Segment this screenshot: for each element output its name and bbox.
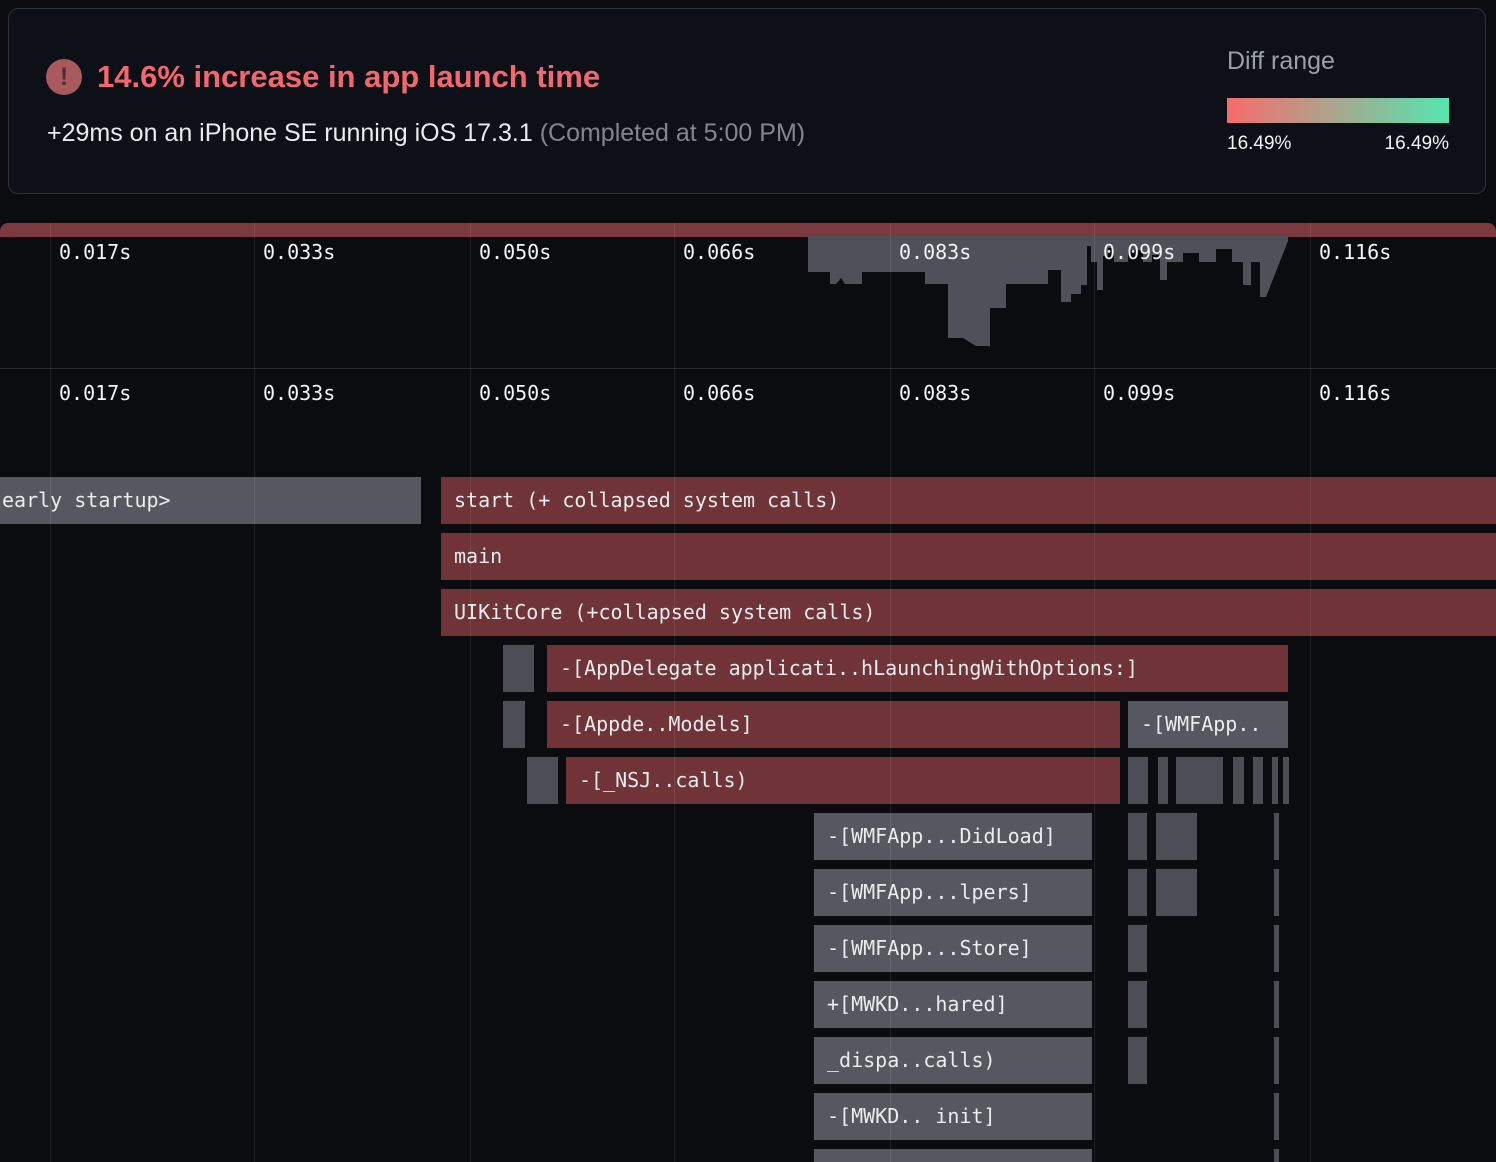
time-tick-label: 0.050s — [479, 240, 552, 264]
gridline — [674, 223, 675, 1162]
diff-range-min: 16.49% — [1227, 133, 1292, 154]
gridline — [1094, 223, 1095, 1162]
completed-timestamp: (Completed at 5:00 PM) — [539, 119, 806, 147]
flame-frame-block[interactable] — [1158, 757, 1168, 804]
time-tick-label: 0.066s — [683, 381, 756, 405]
diff-range-gradient — [1227, 98, 1449, 123]
flame-frame-block[interactable] — [1128, 1037, 1147, 1084]
time-tick-label: 0.033s — [263, 381, 336, 405]
flame-frame-block[interactable] — [1156, 813, 1197, 860]
flame-frame[interactable]: -[WMFApp.. — [1128, 701, 1288, 748]
flame-frame-block[interactable] — [1128, 813, 1147, 860]
flame-frame-block[interactable] — [1272, 757, 1278, 804]
time-tick-label: 0.083s — [899, 240, 972, 264]
subtitle-text: +29ms on an iPhone SE running iOS 17.3.1 — [47, 119, 540, 147]
time-tick-label: 0.050s — [479, 381, 552, 405]
diff-range-label: Diff range — [1227, 47, 1335, 75]
flame-frame[interactable]: -[WMFApp...Store] — [814, 925, 1092, 972]
minimap-divider — [0, 368, 1496, 369]
gridline — [254, 223, 255, 1162]
flame-frame[interactable]: -[WMFApp...DidLoad] — [814, 813, 1092, 860]
flame-frame[interactable]: -[AppDelegate applicati..hLaunchingWithO… — [547, 645, 1288, 692]
flame-frame[interactable]: UIKitCore (+collapsed system calls) — [441, 589, 1496, 636]
flame-frame-block[interactable] — [1274, 981, 1279, 1028]
time-tick-label: 0.116s — [1319, 381, 1392, 405]
flame-frame-block[interactable] — [503, 701, 525, 748]
flame-frame-block[interactable] — [1274, 925, 1279, 972]
summary-card: ! 14.6% increase in app launch time +29m… — [8, 8, 1486, 194]
flame-frame[interactable]: +[MWKD...hared] — [814, 981, 1092, 1028]
flame-frame-block[interactable] — [503, 645, 534, 692]
page-subtitle: +29ms on an iPhone SE running iOS 17.3.1… — [47, 119, 805, 148]
flame-frame[interactable]: -[_NSJ..calls) — [566, 757, 1120, 804]
flame-frame-block[interactable] — [1283, 757, 1289, 804]
flame-frame-block[interactable] — [1233, 757, 1244, 804]
flame-frame-block[interactable] — [1274, 869, 1279, 916]
flame-frame-block[interactable] — [1274, 1037, 1279, 1084]
flame-frame[interactable]: start (+ collapsed system calls) — [441, 477, 1496, 524]
flame-frame-block[interactable] — [1253, 757, 1263, 804]
flame-frame-block[interactable] — [1176, 757, 1223, 804]
flame-frame[interactable]: _dispa..calls) — [814, 1037, 1092, 1084]
flame-frame-block[interactable] — [1274, 813, 1279, 860]
flame-frame-block[interactable] — [527, 757, 558, 804]
gridline — [50, 223, 51, 1162]
time-tick-label: 0.066s — [683, 240, 756, 264]
flame-frame-block[interactable] — [1128, 925, 1147, 972]
time-tick-label: 0.017s — [59, 381, 132, 405]
flame-frame[interactable]: -[MWKD.. init] — [814, 1093, 1092, 1140]
time-tick-label: 0.017s — [59, 240, 132, 264]
flame-frame-block[interactable] — [1156, 869, 1197, 916]
flame-frame-block[interactable] — [814, 1149, 1092, 1162]
flame-frame[interactable]: -[WMFApp...lpers] — [814, 869, 1092, 916]
time-tick-label: 0.083s — [899, 381, 972, 405]
time-tick-label: 0.116s — [1319, 240, 1392, 264]
diff-range-legend: Diff range 16.49% 16.49% — [1227, 47, 1449, 155]
flame-frame[interactable]: early startup> — [0, 477, 421, 524]
alert-icon: ! — [46, 59, 82, 95]
flame-frame-block[interactable] — [1128, 981, 1147, 1028]
flame-frame-block[interactable] — [1274, 1149, 1279, 1162]
page-title: 14.6% increase in app launch time — [97, 59, 601, 94]
diff-range-max: 16.49% — [1384, 133, 1449, 154]
flame-frame[interactable]: -[Appde..Models] — [547, 701, 1120, 748]
flame-frame-block[interactable] — [1128, 757, 1148, 804]
flame-frame-block[interactable] — [1274, 1093, 1279, 1140]
flame-frame[interactable]: main — [441, 533, 1496, 580]
minimap-selection-strip[interactable] — [0, 223, 1496, 237]
time-tick-label: 0.099s — [1103, 381, 1176, 405]
time-tick-label: 0.099s — [1103, 240, 1176, 264]
flame-frame-block[interactable] — [1128, 869, 1147, 916]
gridline — [470, 223, 471, 1162]
gridline — [1310, 223, 1311, 1162]
time-tick-label: 0.033s — [263, 240, 336, 264]
